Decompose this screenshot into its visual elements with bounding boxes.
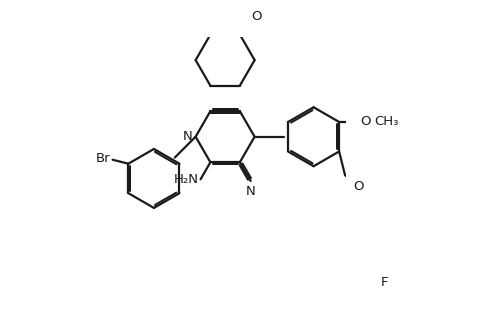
Text: F: F (381, 276, 388, 289)
Text: H₂N: H₂N (174, 173, 199, 186)
Text: O: O (360, 115, 371, 129)
Text: N: N (182, 130, 192, 143)
Text: O: O (251, 9, 262, 22)
Text: O: O (354, 180, 364, 193)
Text: CH₃: CH₃ (374, 115, 398, 129)
Text: Br: Br (96, 153, 111, 166)
Text: N: N (246, 185, 256, 198)
